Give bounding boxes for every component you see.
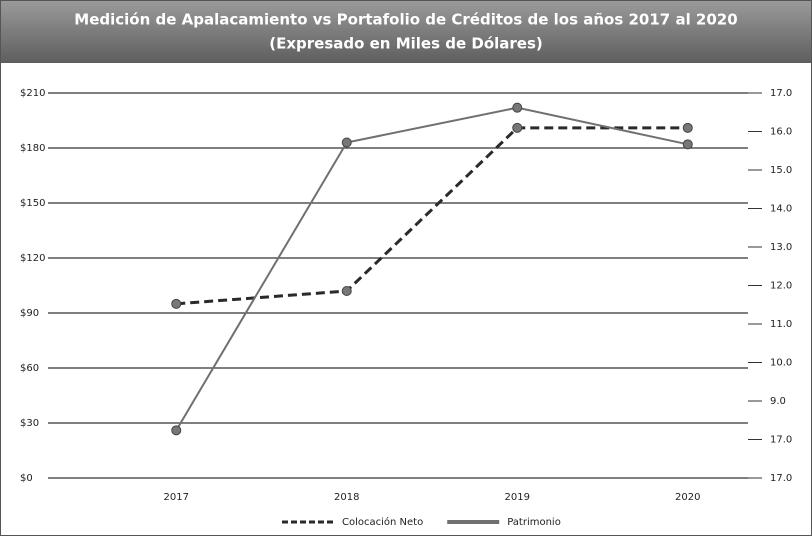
chart-subtitle: (Expresado en Miles de Dólares) xyxy=(269,35,543,53)
y-tick-label: $180 xyxy=(20,143,45,154)
y2-tick-label: 13.0 xyxy=(770,242,792,253)
y-tick-label: $90 xyxy=(20,308,39,319)
data-point xyxy=(512,102,523,113)
x-tick-label: 2017 xyxy=(164,492,189,503)
y2-tick-label: 17.0 xyxy=(770,473,792,484)
y2-tick-label: 14.0 xyxy=(770,204,792,215)
y2-tick-label: 16.0 xyxy=(770,127,792,138)
y-tick-label: $60 xyxy=(20,363,39,374)
y2-tick-label: 9.0 xyxy=(770,396,786,407)
data-point xyxy=(341,137,352,148)
y2-tick-label: 11.0 xyxy=(770,319,792,330)
series-line xyxy=(175,106,688,431)
legend-label: Colocación Neto xyxy=(342,516,423,528)
y-tick-label: $0 xyxy=(20,473,33,484)
data-point xyxy=(171,425,182,436)
y2-tick-label: 15.0 xyxy=(770,165,792,176)
y-tick-label: $210 xyxy=(20,88,45,99)
legend-label: Patrimonio xyxy=(507,517,561,528)
y2-tick-label: 17.0 xyxy=(770,88,792,99)
data-point xyxy=(512,122,523,133)
y2-tick-label: 12.0 xyxy=(770,281,792,292)
y-tick-label: $120 xyxy=(20,253,45,264)
x-tick-label: 2018 xyxy=(334,492,359,503)
series-line xyxy=(176,126,688,306)
x-tick-label: 2020 xyxy=(675,492,700,503)
y2-tick-label: 10.0 xyxy=(770,358,792,369)
y-tick-label: $150 xyxy=(20,198,45,209)
y-tick-label: $30 xyxy=(20,418,39,429)
data-point xyxy=(682,139,693,150)
data-point xyxy=(171,298,182,309)
title-banner xyxy=(1,1,811,63)
chart-title: Medición de Apalacamiento vs Portafolio … xyxy=(74,11,737,29)
data-point xyxy=(682,122,693,133)
data-point xyxy=(341,286,352,296)
x-tick-label: 2019 xyxy=(505,492,530,503)
y2-tick-label: 17.0 xyxy=(770,435,792,446)
